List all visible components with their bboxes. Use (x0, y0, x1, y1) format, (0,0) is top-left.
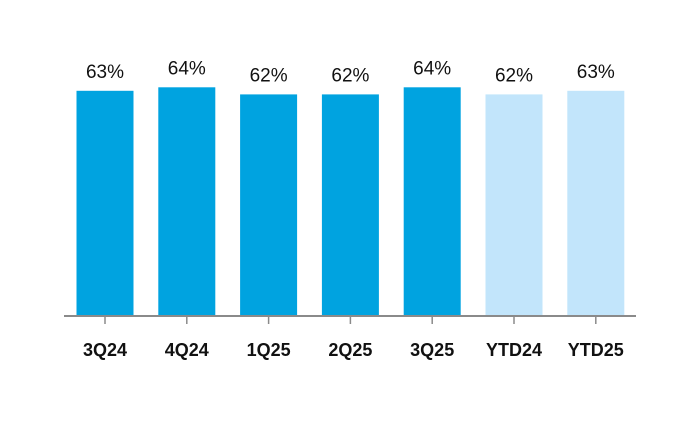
data-label-4q24: 64% (168, 58, 206, 79)
data-label-3q25: 64% (413, 58, 451, 79)
x-tick-label: 1Q25 (247, 340, 291, 360)
data-label-2q25: 62% (331, 65, 369, 86)
bar-ytd25 (567, 90, 625, 316)
x-tick-label: 2Q25 (328, 340, 372, 360)
x-tick-label: YTD25 (568, 340, 624, 360)
bar-ytd24 (485, 94, 543, 317)
x-tick-label: 3Q24 (83, 340, 127, 360)
bar-3q24 (76, 90, 134, 316)
bar-1q25 (240, 94, 298, 317)
x-tick-label: 3Q25 (410, 340, 454, 360)
x-tick-label: 4Q24 (165, 340, 209, 360)
x-tick-label: YTD24 (486, 340, 542, 360)
data-label-1q25: 62% (250, 65, 288, 86)
data-label-3q24: 63% (86, 62, 124, 83)
bar-2q25 (321, 94, 379, 317)
bar-4q24 (158, 87, 216, 316)
data-label-ytd24: 62% (495, 65, 533, 86)
bar-3q25 (403, 87, 461, 316)
data-label-ytd25: 63% (577, 62, 615, 83)
